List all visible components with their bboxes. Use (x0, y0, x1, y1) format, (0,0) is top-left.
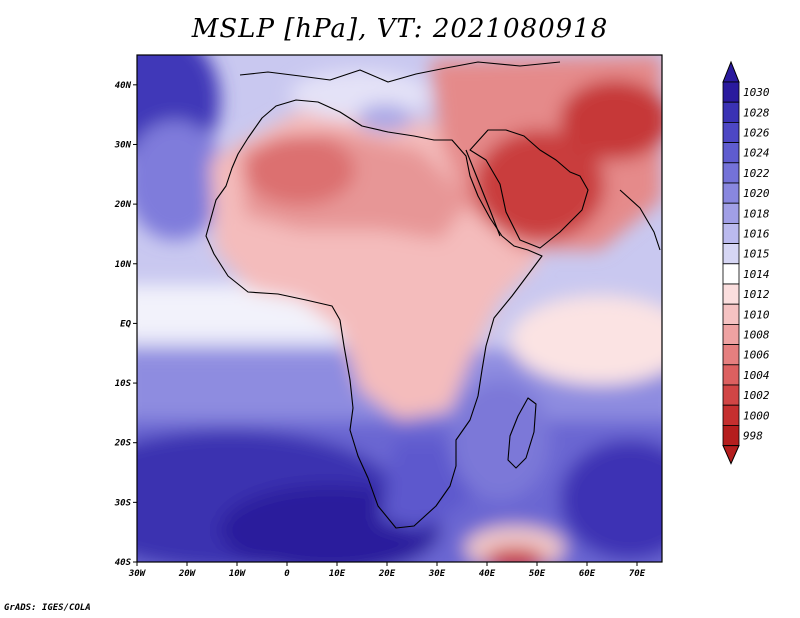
map-frame (136, 54, 663, 563)
colorbar-label: 1026 (743, 127, 770, 140)
colorbar-swatch (722, 364, 740, 386)
pressure-field (137, 55, 662, 562)
colorbar-label: 1006 (743, 349, 770, 362)
credit-label: GrADS: IGES/COLA (4, 603, 91, 613)
colorbar-swatch (722, 202, 740, 224)
colorbar-swatch (722, 404, 740, 426)
colorbar-label: 1024 (743, 147, 770, 160)
colorbar-label: 1010 (743, 308, 770, 321)
colorbar-label: 998 (743, 430, 763, 443)
arabia-coastline (469, 129, 589, 249)
colorbar-label: 1000 (743, 409, 770, 422)
y-tick-label: 20N (114, 200, 132, 210)
india-coastline (619, 189, 661, 251)
colorbar-swatch (722, 344, 740, 366)
colorbar-swatch (722, 81, 740, 103)
colorbar-label: 1004 (743, 369, 770, 382)
y-axis-ticks: 40N 30N 20N 10N EQ 10S 20S 30S 40S (114, 81, 137, 568)
colorbar-label: 1018 (743, 207, 770, 220)
y-tick-label: 40N (115, 81, 132, 91)
y-tick-label: 30N (114, 140, 132, 150)
x-tick-label: 50E (529, 569, 546, 579)
x-tick-label: 20W (178, 569, 197, 579)
africa-coastline (205, 99, 543, 529)
colorbar-swatch (722, 101, 740, 123)
x-tick-label: 0 (284, 569, 290, 579)
red-sea-line (465, 149, 501, 237)
colorbar-swatch (722, 424, 740, 446)
colorbar-swatch (722, 323, 740, 345)
colorbar: 1030 1028 1026 1024 1022 1020 1018 1016 1015 1014… (722, 60, 770, 465)
x-tick-label: 70E (629, 569, 646, 579)
x-axis-ticks: 30W 20W 10W 0 10E 20E 30E 40E 50E 60E 70E (128, 562, 646, 579)
y-tick-label: EQ (120, 319, 131, 329)
colorbar-label: 1022 (743, 167, 770, 180)
colorbar-label: 1012 (743, 288, 770, 301)
europe-coastline (239, 61, 561, 83)
colorbar-swatch (722, 182, 740, 204)
colorbar-top-arrow (722, 60, 740, 83)
colorbar-label: 1008 (743, 329, 770, 342)
madagascar (507, 397, 537, 469)
x-tick-label: 40E (479, 569, 496, 579)
colorbar-label: 1016 (743, 228, 770, 241)
colorbar-swatch (722, 243, 740, 265)
colorbar-swatch (722, 384, 740, 406)
x-tick-label: 60E (579, 569, 596, 579)
colorbar-label: 1020 (743, 187, 770, 200)
colorbar-swatch (722, 303, 740, 325)
y-tick-label: 20S (114, 439, 132, 449)
y-tick-label: 10S (115, 379, 132, 389)
x-tick-label: 10E (329, 569, 346, 579)
map-title: MSLP [hPa], VT: 2021080918 (191, 14, 609, 44)
colorbar-label: 1002 (743, 389, 770, 402)
colorbar-bottom-arrow (722, 445, 740, 465)
colorbar-swatch (722, 122, 740, 144)
x-tick-label: 30W (128, 569, 147, 579)
colorbar-label: 1028 (743, 106, 770, 119)
colorbar-label: 1015 (743, 248, 770, 261)
y-tick-label: 10N (115, 260, 132, 270)
colorbar-label: 1030 (743, 86, 770, 99)
x-tick-label: 20E (378, 569, 396, 579)
colorbar-swatch (722, 263, 740, 285)
colorbar-swatch (722, 162, 740, 184)
colorbar-label: 1014 (743, 268, 770, 281)
colorbar-swatch (722, 142, 740, 164)
colorbar-swatch (722, 283, 740, 305)
y-tick-label: 40S (115, 558, 132, 568)
x-tick-label: 10W (229, 569, 247, 579)
x-tick-label: 30E (428, 569, 446, 579)
y-tick-label: 30S (114, 498, 132, 508)
colorbar-swatch (722, 222, 740, 244)
